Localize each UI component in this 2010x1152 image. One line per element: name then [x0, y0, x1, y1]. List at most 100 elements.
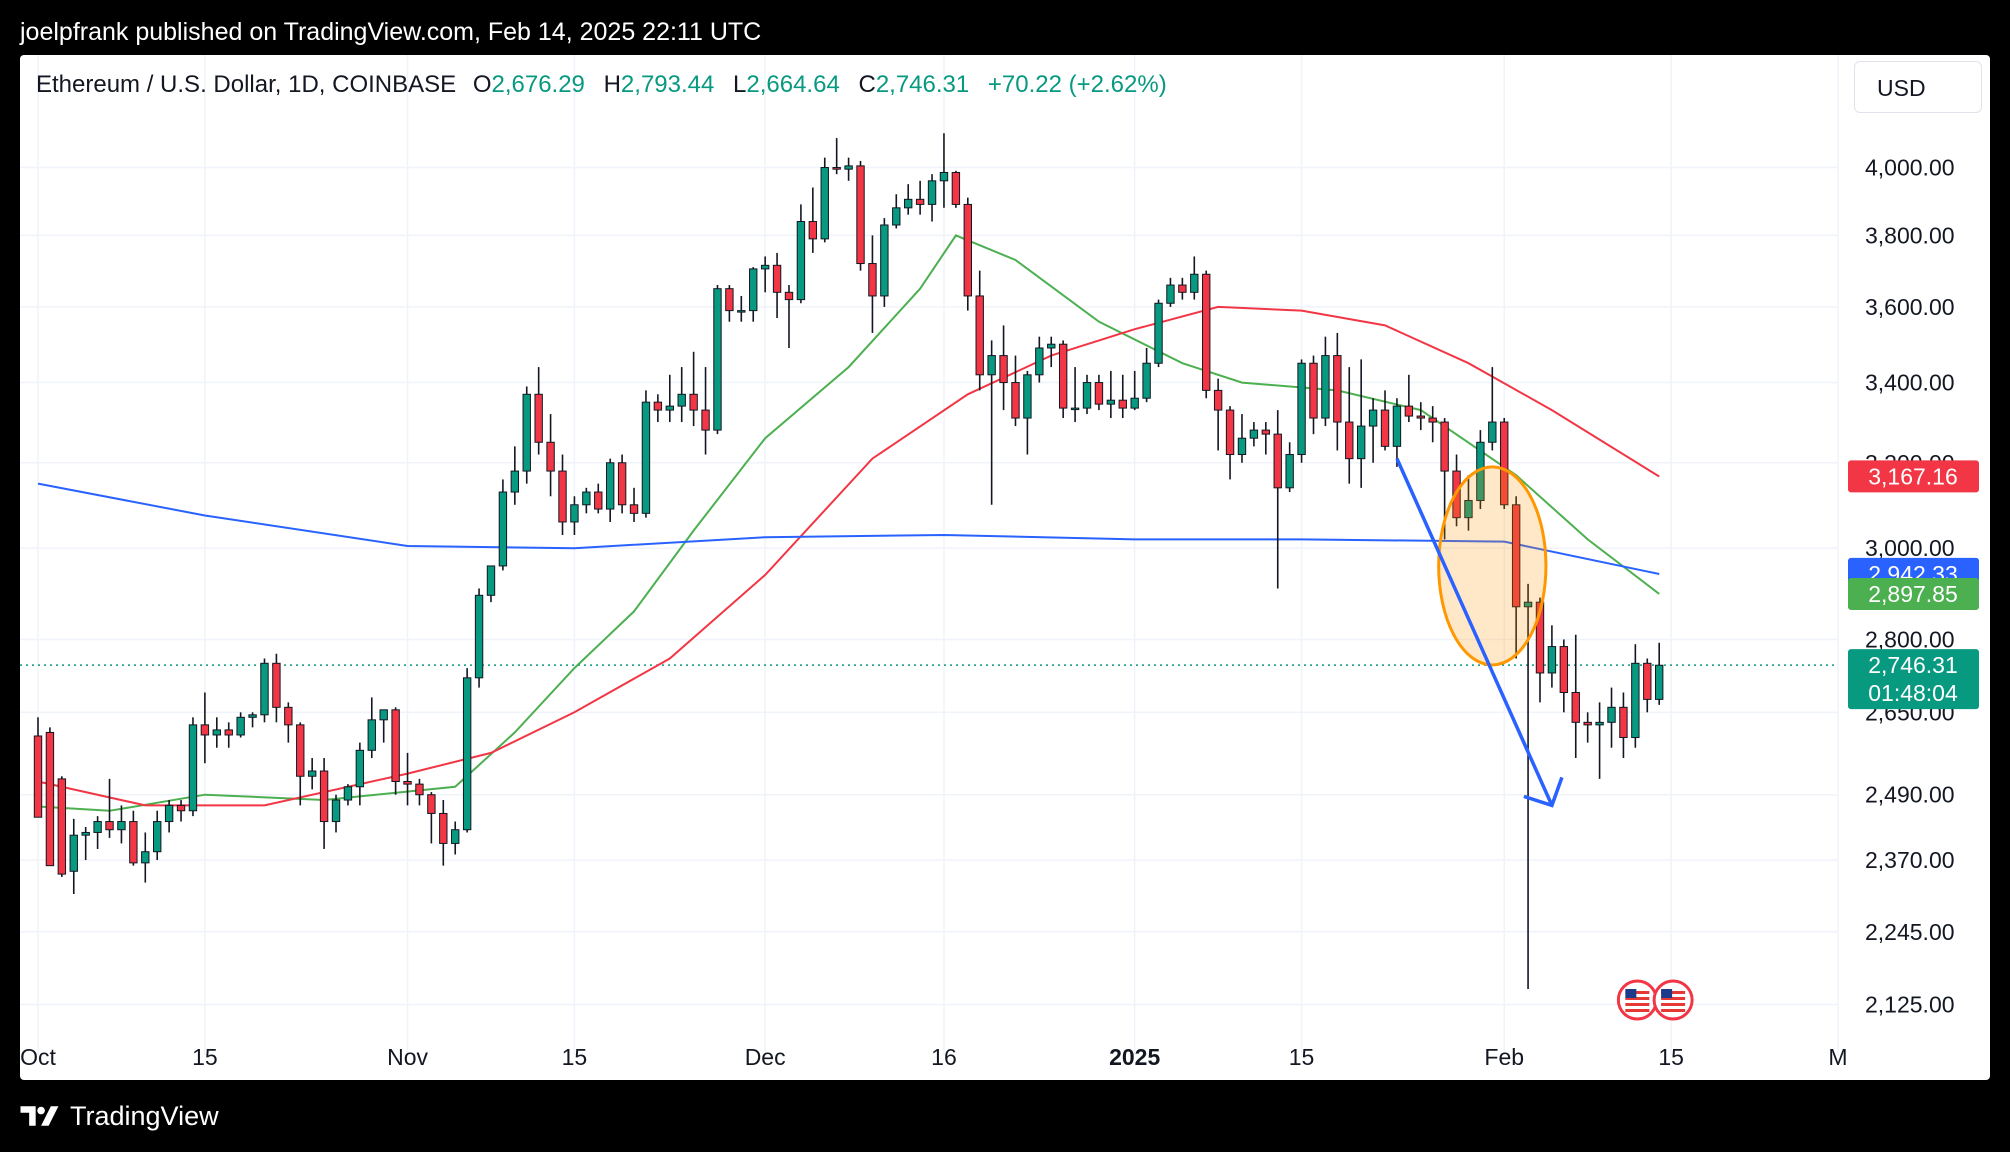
candle-body	[963, 203, 972, 297]
candle-body	[391, 709, 400, 782]
candle-body	[772, 264, 782, 293]
candle-body	[904, 198, 913, 209]
flag-stripe	[1625, 991, 1650, 994]
y-tick-label: 2,125.00	[1865, 991, 1955, 1017]
candle-body	[749, 268, 758, 312]
candle-body	[1392, 405, 1402, 447]
candle-body	[1333, 355, 1342, 423]
y-tick-label: 2,800.00	[1865, 626, 1955, 652]
candle-body	[57, 778, 67, 875]
candle-body	[1631, 662, 1640, 739]
candle-body	[81, 831, 90, 836]
candle-body	[1500, 421, 1509, 506]
candle-body	[582, 491, 591, 506]
highlight-circle	[1437, 465, 1548, 667]
symbol-name: Ethereum / U.S. Dollar, 1D, COINBASE	[36, 71, 457, 98]
candle-body	[1190, 273, 1199, 293]
candle-body	[439, 812, 448, 844]
candle-body	[1309, 362, 1318, 419]
price-axis: 4,000.003,800.003,600.003,400.003,200.00…	[1865, 155, 1955, 1018]
candle-body	[534, 393, 543, 443]
moving-average-line	[37, 482, 1660, 575]
candle-body	[701, 409, 710, 431]
y-tick-label: 3,000.00	[1865, 535, 1955, 561]
candle-body	[1523, 601, 1533, 608]
candle-body	[1356, 425, 1366, 460]
candle-body	[498, 491, 508, 567]
price-label: 3,167.16	[1868, 463, 1958, 489]
candle-body	[1058, 343, 1068, 409]
candle-body	[33, 735, 43, 818]
economic-events	[1616, 979, 1694, 1021]
y-tick-label: 3,800.00	[1865, 222, 1955, 248]
candle-body	[129, 821, 138, 864]
moving-averages	[37, 234, 1660, 812]
candle-body	[307, 770, 317, 777]
footer-brand-text: TradingView	[70, 1100, 219, 1131]
candle-body	[1619, 706, 1628, 739]
candle-body	[93, 821, 102, 833]
candle-body	[343, 786, 353, 801]
candle-body	[1285, 454, 1294, 489]
y-tick-label: 2,490.00	[1865, 782, 1955, 808]
candle-body	[248, 714, 257, 718]
candle-body	[1035, 347, 1044, 376]
currency-button[interactable]: USD	[1854, 61, 1982, 113]
price-label-box	[1848, 578, 1979, 611]
candle-body	[1249, 429, 1259, 439]
candles	[33, 133, 1664, 989]
price-label: 2,746.31	[1868, 652, 1958, 678]
candle-body	[188, 724, 198, 812]
price-chart[interactable]: 4,000.003,800.003,600.003,400.003,200.00…	[20, 55, 1990, 1080]
candle-body	[1297, 362, 1306, 456]
candle-body	[796, 221, 806, 301]
open-value: O2,676.29	[472, 71, 585, 98]
flag-stripe	[1625, 1009, 1650, 1012]
candle-body	[1368, 409, 1378, 427]
candle-body	[1094, 382, 1104, 405]
candle-body	[999, 355, 1008, 384]
candle-body	[200, 724, 210, 736]
candle-body	[272, 662, 281, 708]
candle-body	[176, 804, 186, 812]
candle-body	[427, 794, 436, 814]
candle-body	[570, 504, 579, 523]
x-tick-label: Nov	[387, 1044, 428, 1070]
candle-body	[975, 295, 984, 376]
candle-body	[164, 804, 174, 823]
candle-body	[558, 470, 567, 523]
candle-body	[462, 677, 472, 831]
price-label: 2,897.85	[1868, 581, 1958, 607]
candle-body	[522, 393, 531, 472]
candle-body	[1023, 374, 1032, 419]
y-tick-label: 3,400.00	[1865, 370, 1955, 396]
candle-body	[1178, 284, 1187, 293]
candle-body	[808, 221, 818, 240]
candle-body	[832, 167, 841, 170]
close-value: C2,746.31	[858, 71, 970, 98]
candle-body	[868, 263, 877, 297]
change-value: +70.22 (+2.62%)	[987, 71, 1167, 98]
candle-body	[1380, 409, 1390, 447]
footer-brand[interactable]: TradingView	[20, 1092, 219, 1140]
x-tick-label: Feb	[1484, 1044, 1524, 1070]
candle-body	[379, 709, 388, 721]
moving-average-line	[37, 234, 1660, 812]
candle-body	[1404, 405, 1414, 417]
candle-body	[1464, 500, 1473, 519]
chart-panel[interactable]: 4,000.003,800.003,600.003,400.003,200.00…	[20, 55, 1990, 1080]
candle-body	[665, 405, 674, 411]
moving-average-line	[37, 305, 1660, 807]
candle-body	[1547, 646, 1557, 674]
candle-body	[451, 829, 460, 844]
candle-body	[1237, 437, 1247, 456]
candle-body	[1142, 362, 1151, 399]
candle-body	[415, 783, 424, 796]
candle-body	[605, 462, 615, 510]
y-tick-label: 2,370.00	[1865, 847, 1955, 873]
candle-body	[486, 565, 496, 596]
candle-body	[820, 167, 829, 240]
x-tick-label: 15	[1658, 1044, 1684, 1070]
candle-body	[45, 731, 55, 867]
